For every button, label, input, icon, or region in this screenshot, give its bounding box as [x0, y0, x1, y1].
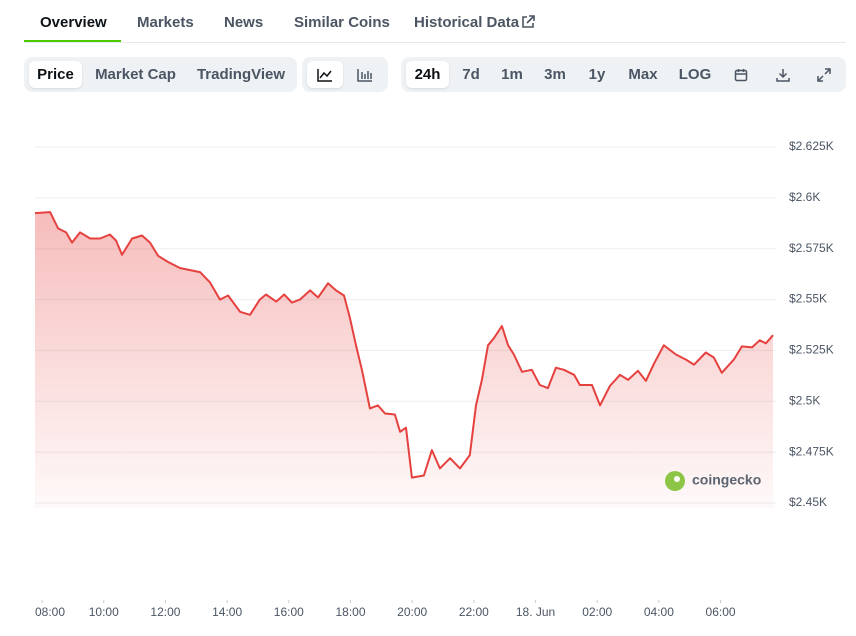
tab[interactable]: Similar Coins	[294, 14, 390, 31]
y-tick-label: $2.45K	[789, 495, 827, 509]
x-tick-label: 20:00	[397, 605, 427, 619]
y-tick-label: $2.475K	[789, 444, 834, 458]
tab[interactable]: Markets	[137, 14, 194, 31]
range-button[interactable]: Max	[628, 66, 658, 83]
range-group: 24h 7d 1m 3m 1y Max LOG	[401, 57, 846, 92]
x-tick-label: 18. Jun	[516, 605, 555, 619]
chart-style-group	[302, 57, 388, 92]
y-tick-label: $2.5K	[789, 393, 820, 407]
watermark: coingecko	[665, 471, 761, 491]
tab[interactable]: Historical Data	[414, 14, 520, 31]
y-tick-label: $2.525K	[789, 343, 834, 357]
range-button[interactable]: LOG	[678, 66, 712, 83]
candle-chart-button[interactable]	[347, 61, 383, 88]
range-button[interactable]: 24h	[406, 61, 449, 88]
x-tick-label: 16:00	[274, 605, 304, 619]
calendar-button[interactable]	[726, 61, 756, 88]
y-tick-label: $2.6K	[789, 190, 820, 204]
x-tick-label: 14:00	[212, 605, 242, 619]
range-button[interactable]: 1y	[588, 66, 606, 83]
y-tick-label: $2.55K	[789, 292, 827, 306]
view-button[interactable]: Price	[29, 61, 82, 88]
x-tick-label: 06:00	[706, 605, 736, 619]
tab[interactable]: Overview	[40, 14, 107, 31]
y-tick-label: $2.575K	[789, 241, 834, 255]
x-tick-label: 10:00	[89, 605, 119, 619]
line-chart-button[interactable]	[307, 61, 343, 88]
view-group: Price Market Cap TradingView	[24, 57, 297, 92]
x-tick-label: 08:00	[35, 605, 65, 619]
tab-bar: Overview Markets News Similar Coins Hist…	[24, 0, 846, 43]
range-button[interactable]: 1m	[501, 66, 523, 83]
price-line	[34, 211, 774, 479]
view-button[interactable]: TradingView	[196, 66, 286, 83]
fullscreen-button[interactable]	[809, 61, 839, 88]
range-button[interactable]: 7d	[462, 66, 480, 83]
active-indicator	[24, 40, 121, 42]
x-tick-label: 12:00	[150, 605, 180, 619]
download-button[interactable]	[768, 61, 798, 88]
x-tick-label: 02:00	[582, 605, 612, 619]
price-area	[35, 212, 773, 508]
range-button[interactable]: 3m	[544, 66, 566, 83]
x-tick-label: 22:00	[459, 605, 489, 619]
view-button[interactable]: Market Cap	[95, 66, 176, 83]
chart: $2.45K $2.475K $2.5K $2.525K $2.55K $2.575K $2…	[34, 139, 834, 619]
y-tick-label: $2.625K	[789, 139, 834, 153]
x-tick-label: 18:00	[335, 605, 365, 619]
external-link-icon	[522, 15, 535, 28]
watermark-text: coingecko	[692, 472, 761, 488]
tab[interactable]: News	[224, 14, 264, 31]
x-tick-label: 04:00	[644, 605, 674, 619]
